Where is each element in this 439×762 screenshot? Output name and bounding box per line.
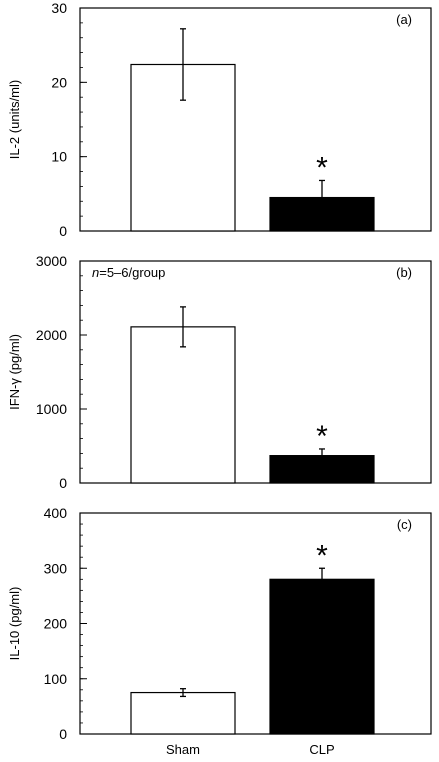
- y-tick-label: 3000: [36, 253, 67, 269]
- group-size-note-symbol: n: [92, 265, 99, 280]
- significance-marker: *: [316, 151, 328, 184]
- x-category-label: CLP: [309, 742, 334, 757]
- y-tick-label: 300: [44, 560, 68, 576]
- y-tick-label: 0: [59, 475, 67, 491]
- y-tick-label: 1000: [36, 401, 67, 417]
- y-tick-label: 20: [51, 74, 67, 90]
- y-tick-label: 200: [44, 616, 68, 632]
- bar-clp: [269, 578, 375, 735]
- y-axis-label: IL-10 (pg/ml): [7, 587, 22, 661]
- panel-label: (c): [397, 517, 412, 532]
- bar-sham: [130, 691, 236, 735]
- y-tick-label: 10: [51, 149, 67, 165]
- plot-frame: [79, 7, 432, 232]
- group-size-note-text: =5–6/group: [99, 265, 165, 280]
- panel-label: (a): [396, 12, 412, 27]
- panel-2: 0 1000 2000 3000 IFN-γ (pg/ml) (b) n=5–6/group…: [7, 253, 432, 491]
- bar-sham: [130, 326, 236, 484]
- y-axis-label: IFN-γ (pg/ml): [7, 334, 22, 410]
- panel-1: 0 10 20 30 IL-2 (units/ml) (a) *: [7, 0, 432, 239]
- significance-marker: *: [316, 420, 328, 453]
- panel-3: 0 100 200 300 400 IL-10 (pg/ml) (c) *: [7, 505, 432, 742]
- plot-frame: [79, 260, 432, 484]
- x-category-label: Sham: [166, 742, 200, 757]
- y-tick-label: 0: [59, 223, 67, 239]
- group-size-note: n=5–6/group: [92, 265, 165, 280]
- y-tick-label: 400: [44, 505, 68, 521]
- panel-label: (b): [396, 265, 412, 280]
- y-tick-label: 30: [51, 0, 67, 16]
- y-tick-label: 2000: [36, 327, 67, 343]
- y-axis-label: IL-2 (units/ml): [7, 80, 22, 159]
- y-tick-label: 0: [59, 726, 67, 742]
- y-tick-label: 100: [44, 671, 68, 687]
- significance-marker: *: [316, 539, 328, 572]
